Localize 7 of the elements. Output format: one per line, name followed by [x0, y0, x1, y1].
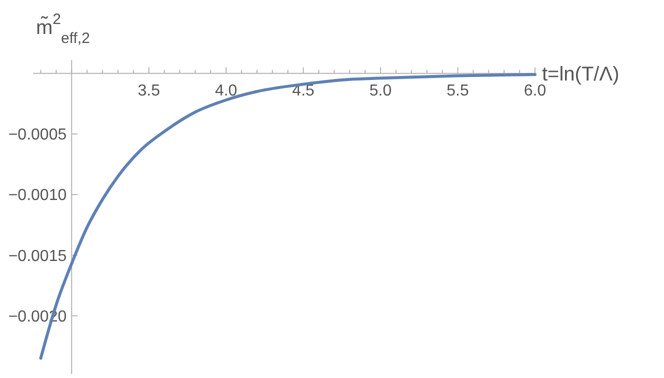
x-tick-label: 3.5 — [138, 82, 160, 100]
y-tick-label: −0.0010 — [8, 187, 67, 204]
y-tick-label: −0.0005 — [8, 126, 67, 144]
x-tick-label: 4.0 — [214, 82, 238, 100]
y-tick-label: −0.0015 — [8, 248, 67, 265]
x-tick-label: 5.0 — [369, 82, 392, 100]
x-tick-label: 5.5 — [446, 82, 469, 100]
